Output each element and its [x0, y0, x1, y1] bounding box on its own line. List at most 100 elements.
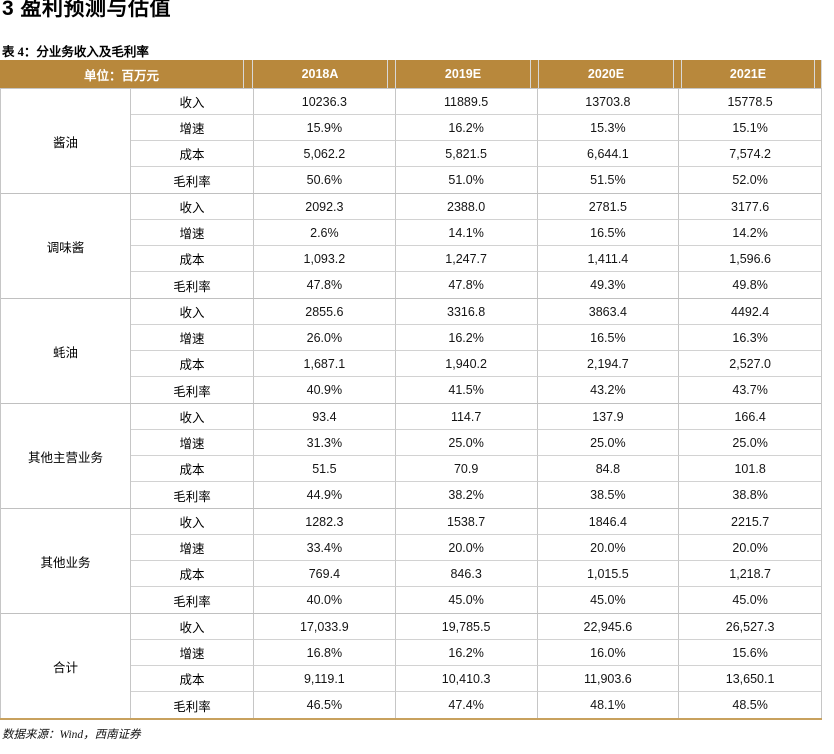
table-group: 其他业务 收入 1282.3 1538.7 1846.4 2215.7 增速 33.4% 20.… [1, 509, 821, 614]
table-group: 酱油 收入 10236.3 11889.5 13703.8 15778.5 增速 15.9% 1… [1, 89, 821, 194]
value-cell: 44.9% [254, 482, 396, 508]
metric-label-cell: 增速 [131, 220, 254, 246]
group-name-cell: 其他主营业务 [1, 404, 131, 508]
value-cell: 1,687.1 [254, 351, 396, 377]
value-cell: 769.4 [254, 561, 396, 587]
value-cell: 25.0% [679, 430, 821, 456]
value-cell: 52.0% [732, 173, 768, 187]
header-spacer [814, 60, 822, 88]
value-cell: 14.1% [395, 220, 538, 246]
table-group: 合计 收入 17,033.9 19,785.5 22,945.6 26,527.3 增速 16… [1, 614, 821, 718]
value-cell: 2.6% [254, 220, 396, 246]
metric-label-cell: 成本 [131, 456, 254, 482]
value-cell: 40.9% [254, 377, 396, 403]
header-spacer [673, 60, 682, 88]
segment-revenue-margin-table: 单位：百万元 2018A 2019E 2020E 2021E 酱油 收入 10236.3 11… [0, 60, 822, 720]
metric-label-cell: 增速 [131, 535, 254, 561]
value-cell: 13703.8 [537, 89, 680, 115]
group-name-cell: 其他业务 [1, 509, 131, 613]
value-cell: 51.5 [254, 456, 396, 482]
metric-label-cell: 成本 [131, 666, 254, 692]
value-cell: 1846.4 [537, 509, 680, 535]
metric-label-cell: 收入 [131, 299, 254, 325]
value-cell: 25.0% [537, 430, 680, 456]
metric-label-cell: 成本 [131, 246, 254, 272]
value-cell: 9,119.1 [254, 666, 396, 692]
metric-label-cell: 毛利率 [131, 167, 254, 193]
value-cell: 16.5% [537, 325, 680, 351]
value-cell: 6,644.1 [537, 141, 680, 167]
value-cell: 1282.3 [254, 509, 396, 535]
value-cell: 16.2% [395, 115, 538, 141]
value-cell: 45.0% [732, 593, 768, 607]
value-cell: 16.2% [395, 325, 538, 351]
value-cell: 166.4 [679, 404, 821, 430]
value-cell: 4492.4 [679, 299, 821, 325]
group-name-cell: 调味酱 [1, 194, 131, 298]
value-cell: 114.7 [395, 404, 538, 430]
value-cell: 38.8% [732, 488, 768, 502]
value-cell: 137.9 [537, 404, 680, 430]
year-header-cell: 2020E [587, 67, 625, 81]
value-cell: 1,247.7 [395, 246, 538, 272]
value-cell: 15.6% [679, 640, 821, 666]
value-cell: 51.5% [538, 167, 680, 193]
metric-label-cell: 成本 [131, 561, 254, 587]
value-cell: 47.8% [254, 272, 396, 298]
value-cell: 41.5% [396, 377, 538, 403]
metric-label-cell: 毛利率 [131, 482, 254, 508]
table-header-row: 单位：百万元 2018A 2019E 2020E 2021E [0, 60, 822, 88]
value-cell: 20.0% [537, 535, 680, 561]
value-cell: 38.2% [396, 482, 538, 508]
value-cell: 16.5% [537, 220, 680, 246]
value-cell: 17,033.9 [254, 614, 396, 640]
metric-label-cell: 毛利率 [131, 272, 254, 298]
value-cell: 43.7% [732, 383, 768, 397]
table-group: 蚝油 收入 2855.6 3316.8 3863.4 4492.4 增速 26.0% 16.2%… [1, 299, 821, 404]
header-spacer [243, 60, 253, 88]
value-cell: 84.8 [537, 456, 680, 482]
value-cell: 45.0% [396, 587, 538, 613]
value-cell: 16.0% [537, 640, 680, 666]
metric-label-cell: 毛利率 [131, 377, 254, 403]
value-cell: 2,527.0 [679, 351, 821, 377]
group-name-cell: 蚝油 [1, 299, 131, 403]
value-cell: 33.4% [254, 535, 396, 561]
header-spacer [387, 60, 396, 88]
value-cell: 3316.8 [395, 299, 538, 325]
value-cell: 26,527.3 [679, 614, 821, 640]
table-body: 酱油 收入 10236.3 11889.5 13703.8 15778.5 增速 15.9% 1… [0, 88, 822, 718]
year-header-cell: 2021E [729, 67, 767, 81]
value-cell: 46.5% [254, 692, 396, 718]
value-cell: 13,650.1 [679, 666, 821, 692]
value-cell: 45.0% [538, 587, 680, 613]
value-cell: 2388.0 [395, 194, 538, 220]
value-cell: 846.3 [395, 561, 538, 587]
metric-label-cell: 收入 [131, 614, 254, 640]
value-cell: 3863.4 [537, 299, 680, 325]
metric-label-cell: 收入 [131, 89, 254, 115]
value-cell: 48.5% [732, 698, 768, 712]
value-cell: 1,093.2 [254, 246, 396, 272]
metric-label-cell: 毛利率 [131, 692, 254, 718]
value-cell: 2215.7 [679, 509, 821, 535]
metric-label-cell: 增速 [131, 115, 254, 141]
value-cell: 93.4 [254, 404, 396, 430]
metric-label-cell: 收入 [131, 194, 254, 220]
value-cell: 20.0% [395, 535, 538, 561]
metric-label-cell: 收入 [131, 404, 254, 430]
group-name-cell: 酱油 [1, 89, 131, 193]
value-cell: 5,062.2 [254, 141, 396, 167]
metric-label-cell: 收入 [131, 509, 254, 535]
metric-label-cell: 成本 [131, 141, 254, 167]
value-cell: 1,218.7 [679, 561, 821, 587]
value-cell: 15.9% [254, 115, 396, 141]
value-cell: 2855.6 [254, 299, 396, 325]
table-bottom-rule [0, 718, 822, 720]
value-cell: 16.8% [254, 640, 396, 666]
value-cell: 1,940.2 [395, 351, 538, 377]
value-cell: 31.3% [254, 430, 396, 456]
value-cell: 14.2% [679, 220, 821, 246]
value-cell: 16.2% [395, 640, 538, 666]
